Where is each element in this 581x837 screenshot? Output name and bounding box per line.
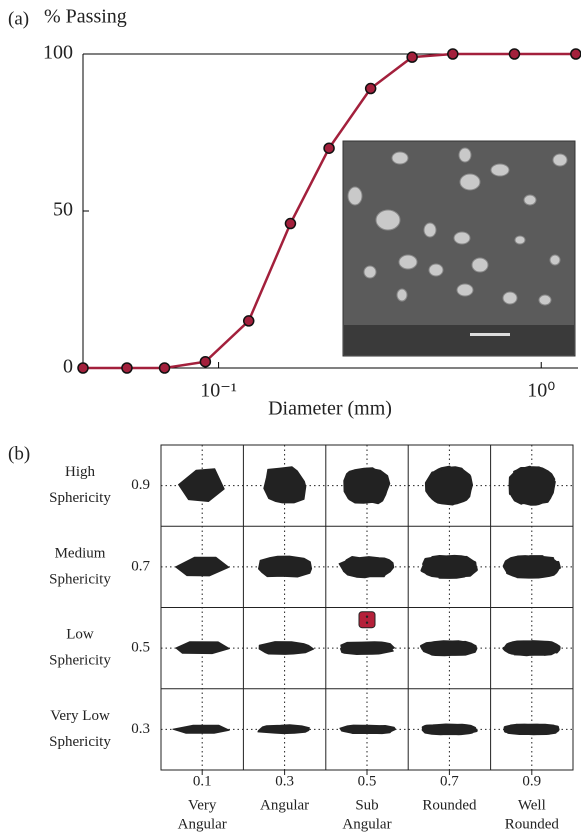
y-row-label: Medium bbox=[55, 545, 106, 561]
x-tick-label: 0.9 bbox=[522, 773, 541, 789]
data-point bbox=[200, 357, 210, 367]
particle-shape bbox=[258, 725, 310, 734]
particle-shape bbox=[426, 467, 471, 504]
data-point bbox=[359, 612, 375, 628]
y-row-label: Low bbox=[66, 627, 94, 643]
y-row-label: Sphericity bbox=[49, 571, 111, 587]
particle-shape bbox=[259, 556, 312, 577]
x-tick-label: 0.1 bbox=[193, 773, 212, 789]
x-tick-label: 0.5 bbox=[358, 773, 377, 789]
x-tick-label: 0.7 bbox=[440, 773, 459, 789]
figure: (a) % Passing Diameter (mm) (b) 0 50 100 10… bbox=[0, 0, 581, 837]
y-tick-label: 0.5 bbox=[131, 640, 150, 656]
data-point bbox=[122, 363, 132, 373]
particle-shape bbox=[422, 556, 476, 577]
y-tick-label: 50 bbox=[53, 199, 73, 221]
data-point bbox=[244, 316, 254, 326]
x-category-label: Sub bbox=[355, 797, 378, 813]
data-point bbox=[160, 363, 170, 373]
particle-shape bbox=[504, 642, 559, 655]
y-axis-label: % Passing bbox=[44, 6, 127, 28]
x-category-label: Angular bbox=[342, 816, 391, 832]
particle-shape bbox=[179, 469, 225, 502]
x-category-label: Angular bbox=[178, 816, 227, 832]
particle-shape bbox=[341, 642, 395, 655]
y-tick-label: 100 bbox=[43, 42, 73, 64]
data-point-dot bbox=[366, 615, 368, 617]
particle-shape bbox=[423, 725, 476, 734]
particle-shape bbox=[339, 557, 394, 578]
data-point bbox=[509, 49, 519, 59]
y-row-label: Sphericity bbox=[49, 734, 111, 750]
y-tick-label: 0 bbox=[63, 356, 73, 378]
x-category-label: Very bbox=[188, 797, 217, 813]
x-axis-label: Diameter (mm) bbox=[268, 398, 392, 420]
data-point bbox=[407, 52, 417, 62]
particle-shape bbox=[340, 725, 396, 734]
x-tick-label: 10⁰ bbox=[527, 380, 555, 402]
particle-shape bbox=[173, 725, 230, 733]
particle-shape bbox=[510, 467, 554, 504]
x-category-label: Angular bbox=[260, 797, 309, 813]
x-tick-label: 10⁻¹ bbox=[200, 380, 237, 402]
y-tick-label: 0.9 bbox=[131, 477, 150, 493]
x-category-label: Well bbox=[518, 797, 546, 813]
y-row-label: Sphericity bbox=[49, 653, 111, 669]
particle-shape bbox=[176, 557, 229, 576]
panel-label: (a) bbox=[8, 8, 29, 29]
y-tick-label: 0.7 bbox=[131, 558, 150, 574]
particle-shape bbox=[422, 642, 476, 655]
data-point bbox=[78, 363, 88, 373]
x-tick-label: 0.3 bbox=[275, 773, 294, 789]
y-row-label: High bbox=[65, 464, 96, 480]
y-row-label: Sphericity bbox=[49, 490, 111, 506]
y-tick-label: 0.3 bbox=[131, 721, 150, 737]
data-point bbox=[366, 84, 376, 94]
y-row-label: Very Low bbox=[50, 708, 110, 724]
particle-shape bbox=[264, 467, 306, 503]
data-point bbox=[285, 219, 295, 229]
data-point bbox=[571, 49, 581, 59]
x-category-label: Rounded bbox=[505, 816, 560, 832]
particle-shape bbox=[259, 642, 314, 655]
sem-inset bbox=[343, 141, 575, 356]
particle-shape bbox=[505, 725, 558, 734]
particle-shape bbox=[504, 557, 559, 578]
x-category-label: Rounded bbox=[422, 797, 477, 813]
data-point bbox=[324, 143, 334, 153]
panel-label: (b) bbox=[8, 443, 30, 464]
particle-shape bbox=[176, 642, 229, 654]
data-point bbox=[448, 49, 458, 59]
particle-shape bbox=[344, 468, 390, 504]
data-point-dot bbox=[366, 621, 368, 623]
